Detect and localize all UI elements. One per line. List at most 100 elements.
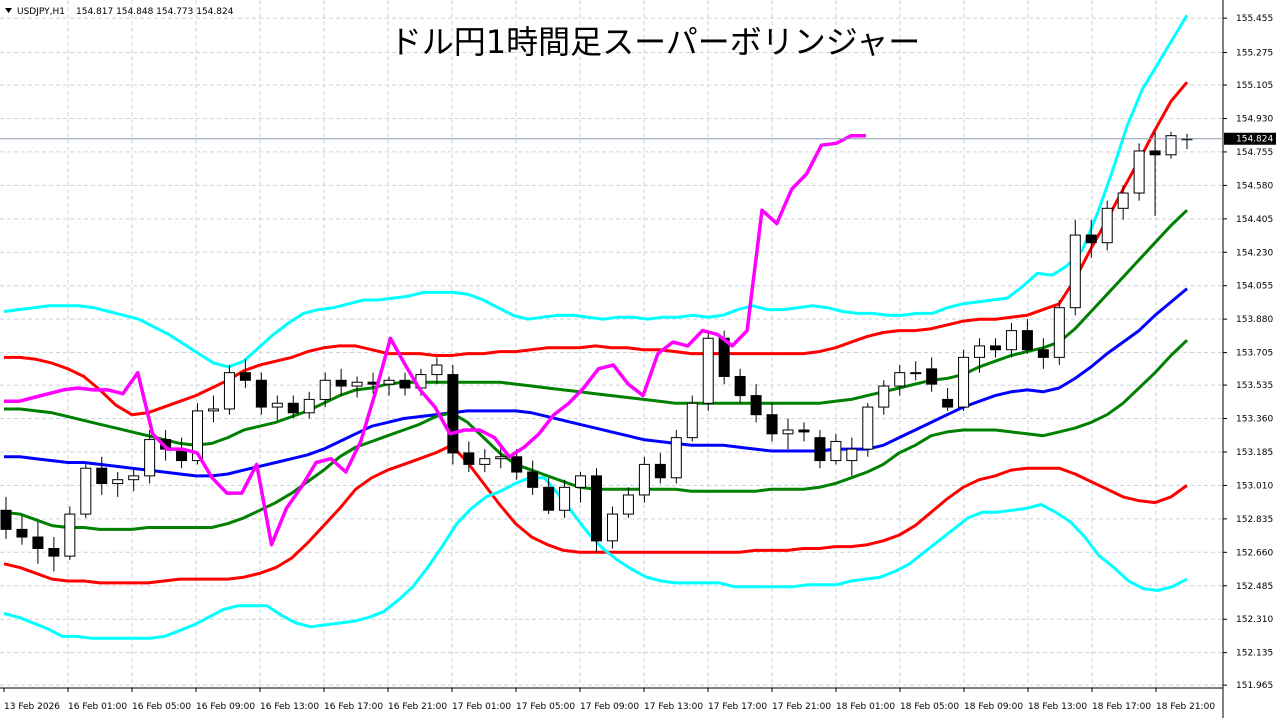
candle-body	[782, 429, 794, 435]
candle-body	[223, 372, 235, 410]
candle-body	[686, 402, 698, 439]
candle-body	[1149, 150, 1161, 156]
candle-body	[80, 467, 92, 515]
candle-body	[1021, 330, 1033, 351]
candle-body	[399, 379, 411, 389]
price-tick-label: 155.105	[1236, 81, 1273, 91]
candle-body	[64, 513, 76, 557]
candle-body	[1085, 234, 1097, 244]
candle-body	[1133, 150, 1145, 194]
time-tick-label: 16 Feb 13:00	[260, 702, 319, 712]
candle-body	[926, 368, 938, 385]
candle-body	[16, 528, 28, 538]
price-tick-label: 153.705	[1236, 349, 1273, 359]
candle-body	[192, 410, 204, 462]
candle-body	[1005, 330, 1017, 351]
candle-body	[511, 456, 523, 473]
price-tick-label: 153.880	[1236, 315, 1273, 325]
candle-body	[335, 379, 347, 387]
candle-body	[479, 458, 491, 465]
candle-body	[447, 374, 459, 454]
candle-body	[144, 439, 156, 477]
triangle-down-icon[interactable]	[5, 8, 12, 13]
candle-body	[559, 486, 571, 511]
price-tick-label: 153.185	[1236, 448, 1273, 458]
candle-body	[543, 486, 555, 511]
time-tick-label: 18 Feb 17:00	[1092, 702, 1151, 712]
candle-body	[846, 448, 858, 462]
time-axis: 13 Feb 2026 16 Feb 01:00 16 Feb 05:00 16 Fe…	[3, 688, 1215, 712]
time-tick-label: 18 Feb 09:00	[964, 702, 1023, 712]
time-tick-label: 17 Feb 01:00	[452, 702, 511, 712]
ohlc-readout: 154.817 154.848 154.773 154.824	[76, 7, 234, 17]
candle-body	[431, 364, 443, 376]
candle-body	[239, 372, 251, 381]
candle-body	[606, 513, 618, 542]
current-price: 154.824	[0, 132, 1276, 145]
candle-body	[942, 398, 954, 408]
chikou-span	[4, 133, 866, 547]
time-tick-label: 18 Feb 21:00	[1156, 702, 1215, 712]
time-tick-label: 17 Feb 05:00	[516, 702, 575, 712]
current-price-box	[1224, 132, 1276, 145]
candle-body	[878, 385, 890, 408]
candle-body	[495, 456, 507, 460]
candle-body	[958, 356, 970, 408]
chikou-line	[4, 133, 866, 547]
candle-body	[670, 437, 682, 479]
time-tick-label: 16 Feb 09:00	[196, 702, 255, 712]
band-line-0	[4, 287, 1188, 478]
candle-body	[463, 452, 475, 465]
current-price-label: 154.824	[1236, 135, 1273, 145]
candle-body	[303, 398, 315, 414]
time-tick-label: 17 Feb 17:00	[708, 702, 767, 712]
band-line-6	[3, 14, 1189, 369]
time-tick-label: 18 Feb 01:00	[836, 702, 895, 712]
time-tick-label: 18 Feb 05:00	[900, 702, 959, 712]
price-tick-label: 153.360	[1236, 415, 1273, 425]
price-tick-label: 153.535	[1236, 381, 1273, 391]
time-tick-label: 17 Feb 21:00	[772, 702, 831, 712]
candle-body	[112, 479, 124, 485]
time-tick-label: 16 Feb 01:00	[68, 702, 127, 712]
grid	[0, 0, 1222, 688]
band-line-3	[3, 443, 1188, 585]
candle-body	[862, 406, 874, 450]
price-tick-label: 153.010	[1236, 481, 1273, 491]
candle-body	[351, 381, 363, 387]
price-tick-label: 154.755	[1236, 148, 1273, 158]
candle-body	[750, 395, 762, 416]
candle-body	[1117, 192, 1129, 209]
candle-body	[48, 547, 60, 557]
price-tick-label: 154.405	[1236, 215, 1273, 225]
time-tick-label: 13 Feb 2026	[4, 702, 60, 712]
price-tick-label: 152.310	[1236, 615, 1273, 625]
candle-body	[271, 402, 283, 408]
price-tick-label: 154.230	[1236, 248, 1273, 258]
price-tick-label: 152.485	[1236, 582, 1273, 592]
price-axis: 155.455 155.275 155.105 154.930 154.755 154.5…	[1223, 14, 1273, 691]
candle-body	[638, 463, 650, 496]
candle-body	[814, 437, 826, 462]
candle-body	[383, 379, 395, 385]
candle-body	[798, 429, 810, 433]
price-tick-label: 154.930	[1236, 114, 1273, 124]
price-tick-label: 154.580	[1236, 181, 1273, 191]
candle-body	[654, 463, 666, 479]
candle-body	[734, 375, 746, 397]
price-tick-label: 152.135	[1236, 649, 1273, 659]
price-tick-label: 154.055	[1236, 282, 1273, 292]
time-tick-label: 16 Feb 05:00	[132, 702, 191, 712]
price-tick-label: 151.965	[1236, 681, 1273, 691]
candle-body	[287, 402, 299, 414]
candle-body	[32, 536, 44, 549]
candle-body	[989, 345, 1001, 351]
candle-body	[622, 494, 634, 515]
candle-body	[974, 345, 986, 358]
candle-body	[527, 471, 539, 488]
price-tick-label: 152.660	[1236, 548, 1273, 558]
candles	[0, 131, 1193, 572]
